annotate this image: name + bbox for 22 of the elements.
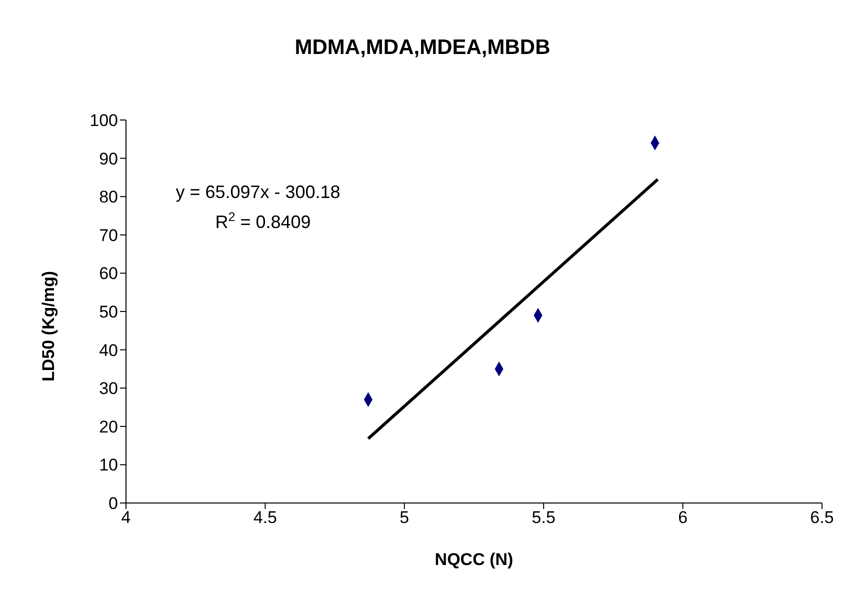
x-axis-title: NQCC (N): [434, 550, 514, 569]
y-tick-label: 60: [99, 264, 118, 284]
chart-title: MDMA,MDA,MDEA,MBDB: [294, 36, 552, 60]
y-tick-label: 50: [99, 302, 118, 322]
y-tick-label: 10: [99, 456, 118, 475]
y-tick-label: 30: [99, 379, 118, 398]
x-tick-label: 5: [400, 508, 410, 528]
y-tick-label: 90: [99, 149, 118, 168]
y-tick-label: 0: [108, 494, 118, 514]
x-tick-label: 4.5: [253, 508, 278, 528]
annotation: y = 65.097x - 300.18: [176, 182, 340, 202]
y-tick-label: 80: [99, 188, 118, 207]
x-tick-label: 4: [121, 508, 131, 528]
x-tick-label: 5.5: [532, 508, 556, 528]
annotation: R$^{2}$ = 0.8409: [215, 210, 311, 232]
y-tick-label: 70: [99, 226, 118, 245]
y-tick-label: 40: [99, 340, 118, 360]
y-tick-label: 100: [90, 111, 118, 130]
x-tick-label: 6: [678, 508, 688, 528]
x-tick-label: 6.5: [810, 508, 834, 528]
y-axis-title: LD50 (Kg/mg): [39, 271, 58, 382]
y-tick-label: 20: [99, 417, 118, 436]
